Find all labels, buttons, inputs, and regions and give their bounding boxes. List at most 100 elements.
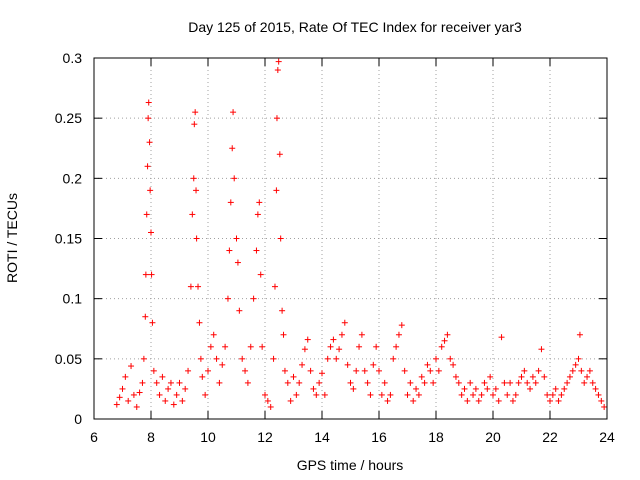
data-point [143, 211, 150, 218]
data-point [495, 397, 502, 404]
data-point [319, 370, 325, 377]
data-point [515, 379, 522, 386]
data-point [148, 229, 154, 236]
data-point [350, 385, 357, 392]
data-point [231, 175, 238, 182]
data-point [575, 355, 582, 362]
data-point [549, 391, 556, 398]
data-point [187, 283, 194, 290]
x-tick-label: 10 [200, 429, 216, 445]
data-point [544, 391, 551, 398]
data-point [370, 361, 377, 368]
data-point [538, 346, 545, 353]
data-point [418, 373, 425, 380]
y-tick-label: 0.1 [63, 291, 83, 307]
data-point [284, 379, 291, 386]
data-point [441, 337, 448, 344]
data-point [274, 67, 281, 74]
data-point [547, 397, 553, 404]
data-point [367, 391, 374, 398]
chart-title: Day 125 of 2015, Rate Of TEC Index for r… [188, 19, 522, 35]
data-point [142, 313, 149, 320]
data-point [430, 379, 437, 386]
data-point [336, 346, 343, 353]
data-point [421, 379, 428, 386]
data-point [333, 355, 340, 362]
data-point [518, 373, 525, 380]
y-tick-labels: 0 0.05 0.1 0.15 0.2 0.25 0.3 [55, 50, 82, 427]
data-point [280, 331, 287, 338]
data-point [324, 355, 331, 362]
data-point [444, 331, 451, 338]
data-point [376, 367, 382, 374]
data-point [576, 331, 583, 338]
data-point [275, 58, 282, 65]
data-point [193, 235, 200, 242]
data-point [390, 355, 397, 362]
data-point [216, 379, 223, 386]
data-point [512, 391, 519, 398]
data-point [373, 343, 380, 350]
data-point [227, 199, 234, 206]
data-point [481, 379, 488, 386]
data-point [601, 403, 608, 410]
data-point [264, 397, 271, 404]
data-point [242, 367, 249, 374]
data-point [569, 367, 576, 374]
data-point [458, 391, 465, 398]
data-point [230, 109, 237, 116]
data-point [347, 379, 354, 386]
data-point [259, 343, 266, 350]
data-point [262, 391, 268, 398]
axis-ticks [93, 57, 608, 420]
data-point [555, 397, 562, 404]
data-point [153, 379, 160, 386]
data-point [247, 343, 254, 350]
data-point [452, 373, 459, 380]
data-point [358, 331, 365, 338]
data-point [509, 397, 516, 404]
y-axis-label: ROTI / TECUs [4, 193, 20, 283]
data-point [361, 367, 368, 374]
data-point [167, 379, 174, 386]
data-point [179, 397, 186, 404]
data-point [433, 355, 439, 362]
data-point [296, 379, 303, 386]
data-point [119, 385, 126, 392]
x-axis-label: GPS time / hours [297, 457, 404, 473]
data-point [170, 401, 177, 408]
data-point [490, 391, 496, 398]
data-point [287, 397, 294, 404]
data-point [281, 367, 288, 374]
x-tick-label: 18 [428, 429, 444, 445]
y-tick-label: 0.3 [63, 50, 83, 66]
data-point [413, 385, 420, 392]
data-point [122, 373, 129, 380]
data-point [467, 379, 474, 386]
data-point [279, 307, 286, 314]
x-tick-label: 22 [542, 429, 558, 445]
data-point [541, 373, 548, 380]
data-point [398, 322, 405, 329]
data-point [310, 385, 317, 392]
data-point [598, 397, 605, 404]
data-point [130, 391, 137, 398]
data-point [156, 391, 163, 398]
data-point [253, 247, 260, 254]
y-tick-label: 0.05 [55, 351, 82, 367]
data-point [273, 115, 280, 122]
data-point [381, 379, 388, 386]
data-point [424, 361, 431, 368]
data-point [561, 385, 568, 392]
data-point [492, 385, 499, 392]
data-point [527, 385, 534, 392]
data-point [145, 115, 152, 122]
data-point [193, 187, 200, 194]
data-point [210, 331, 217, 338]
x-tick-label: 16 [371, 429, 387, 445]
data-point [270, 355, 277, 362]
data-point [501, 379, 508, 386]
data-point [113, 401, 120, 408]
data-point [176, 379, 183, 386]
data-point [196, 319, 203, 326]
